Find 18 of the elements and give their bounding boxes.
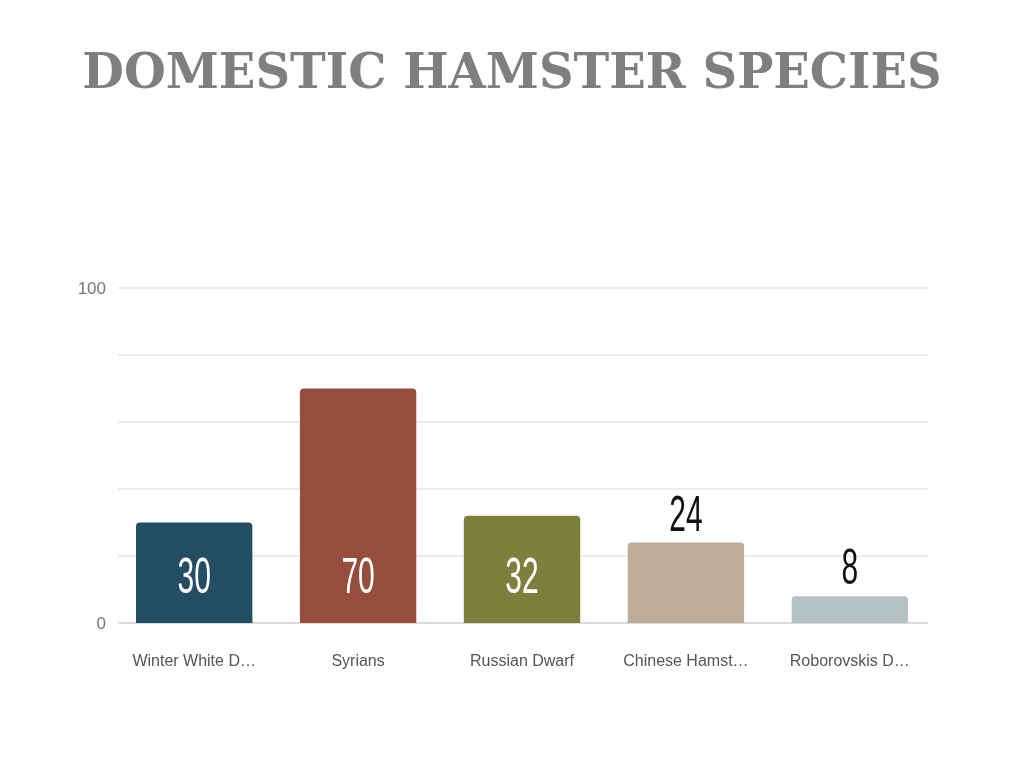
data-label: 30: [177, 548, 211, 604]
bar: [791, 596, 908, 623]
bar: [627, 542, 745, 623]
y-tick-label: 0: [96, 614, 106, 633]
y-tick-label: 100: [77, 279, 106, 298]
x-tick-label: Chinese Hamst…: [623, 652, 749, 669]
bar: [136, 522, 253, 623]
data-label: 8: [841, 539, 859, 596]
data-label: 70: [341, 548, 375, 604]
x-tick-label: Winter White D…: [132, 652, 256, 669]
bar: [463, 515, 581, 623]
x-tick-label: Russian Dwarf: [469, 652, 575, 669]
bar: [299, 388, 417, 623]
x-tick-label: Roborovskis D…: [789, 652, 910, 669]
x-tick-label: Syrians: [331, 652, 385, 669]
chart-title: DOMESTIC HAMSTER SPECIES: [82, 43, 942, 99]
data-label: 32: [505, 548, 539, 604]
data-label: 24: [669, 485, 703, 542]
